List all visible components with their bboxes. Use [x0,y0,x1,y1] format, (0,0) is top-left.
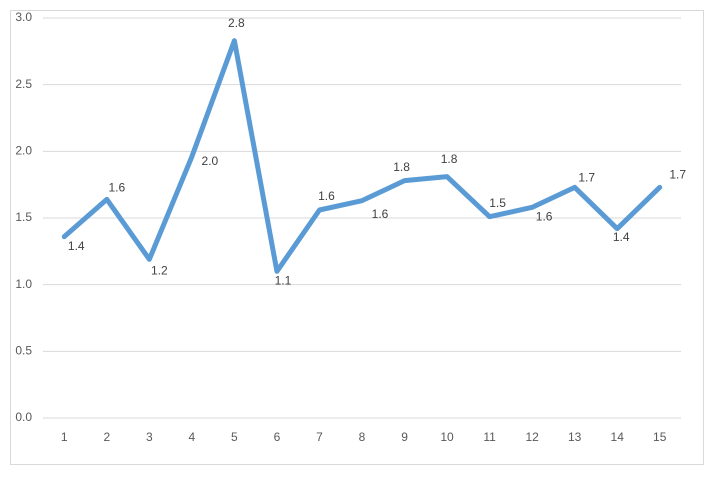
data-label: 1.6 [372,207,389,221]
chart-border [10,10,704,465]
data-label: 1.7 [578,171,595,185]
data-label: 1.8 [393,160,410,174]
x-tick-label: 3 [146,430,153,444]
x-tick-label: 6 [274,430,281,444]
x-tick-label: 11 [483,430,496,444]
data-label: 1.7 [669,168,686,182]
x-tick-label: 12 [525,430,539,444]
y-tick-label: 0.5 [15,344,32,358]
x-tick-label: 9 [401,430,408,444]
x-tick-label: 15 [653,430,667,444]
y-tick-label: 2.5 [15,77,32,91]
x-tick-label: 1 [61,430,68,444]
data-label: 1.6 [318,189,335,203]
data-line [61,38,663,274]
data-label: 1.5 [489,196,506,210]
data-label: 2.8 [228,16,245,30]
x-tick-label: 13 [568,430,582,444]
x-tick-label: 14 [611,430,625,444]
data-label: 1.1 [275,274,292,288]
data-label: 1.6 [536,210,553,224]
data-label: 1.4 [68,239,85,253]
y-tick-label: 0.0 [15,410,32,424]
x-tick-label: 7 [316,430,323,444]
data-label: 1.2 [151,264,168,278]
data-label: 1.4 [613,230,630,244]
y-tick-label: 1.5 [15,210,32,224]
data-label: 1.6 [108,181,125,195]
x-tick-label: 5 [231,430,238,444]
y-tick-label: 3.0 [15,10,32,24]
data-label: 2.0 [202,154,219,168]
y-tick-label: 2.0 [15,144,32,158]
x-tick-label: 4 [189,430,196,444]
data-label: 1.8 [441,152,458,166]
x-tick-label: 10 [440,430,454,444]
x-tick-label: 8 [359,430,366,444]
x-tick-label: 2 [103,430,110,444]
y-tick-label: 1.0 [15,277,32,291]
